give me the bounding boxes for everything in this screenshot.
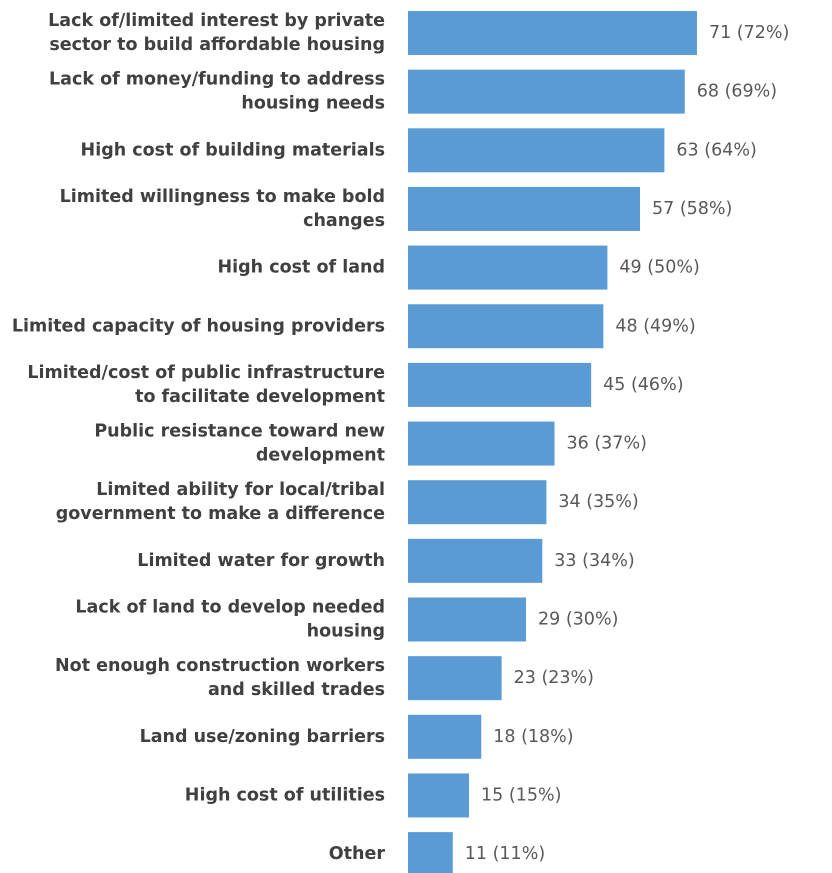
category-label-2-line-2: housing needs xyxy=(241,94,385,114)
category-label-4-line-2: changes xyxy=(303,211,385,231)
category-label-2-line-1: Lack of money/funding to address xyxy=(49,70,385,90)
value-label-11: 29 (30%) xyxy=(538,610,618,630)
category-label-6-line-1: Limited capacity of housing providers xyxy=(12,316,385,336)
bar-7 xyxy=(408,362,592,407)
category-label-9-line-2: government to make a difference xyxy=(56,504,385,524)
value-label-2: 68 (69%) xyxy=(697,82,777,102)
bar-6 xyxy=(408,304,604,349)
category-label-11-line-1: Lack of land to develop needed xyxy=(75,598,385,618)
value-label-4: 57 (58%) xyxy=(652,199,732,219)
category-label-3-line-1: High cost of building materials xyxy=(81,140,385,160)
bar-13 xyxy=(408,714,482,759)
value-label-15: 11 (11%) xyxy=(465,844,545,864)
bar-8 xyxy=(408,421,555,466)
value-label-13: 18 (18%) xyxy=(493,727,573,747)
bar-14 xyxy=(408,773,470,818)
category-label-7-line-2: to facilitate development xyxy=(135,387,385,407)
bar-1 xyxy=(408,11,697,55)
bar-12 xyxy=(408,656,502,701)
bar-3 xyxy=(408,128,665,173)
bar-10 xyxy=(408,538,543,583)
category-label-11-line-2: housing xyxy=(307,622,385,642)
value-label-3: 63 (64%) xyxy=(676,140,756,160)
category-label-13-line-1: Land use/zoning barriers xyxy=(140,727,385,747)
category-label-1-line-1: Lack of/limited interest by private xyxy=(48,11,385,31)
category-label-10-line-1: Limited water for growth xyxy=(137,551,385,571)
bar-9 xyxy=(408,480,547,525)
category-label-12-line-1: Not enough construction workers xyxy=(55,656,385,676)
category-label-1-line-2: sector to build affordable housing xyxy=(49,35,385,55)
value-label-7: 45 (46%) xyxy=(603,375,683,395)
category-label-4-line-1: Limited willingness to make bold xyxy=(60,187,385,207)
value-label-10: 33 (34%) xyxy=(554,551,634,571)
category-label-14-line-1: High cost of utilities xyxy=(185,785,385,805)
value-label-6: 48 (49%) xyxy=(615,316,695,336)
category-label-8-line-2: development xyxy=(256,446,385,466)
category-label-12-line-2: and skilled trades xyxy=(208,680,385,700)
value-label-5: 49 (50%) xyxy=(619,258,699,278)
category-label-7-line-1: Limited/cost of public infrastructure xyxy=(27,363,385,383)
value-label-12: 23 (23%) xyxy=(514,668,594,688)
category-label-9-line-1: Limited ability for local/tribal xyxy=(96,480,385,500)
bar-15 xyxy=(408,832,453,873)
bar-11 xyxy=(408,597,527,642)
bar-5 xyxy=(408,245,608,290)
category-label-15-line-1: Other xyxy=(329,844,386,864)
value-label-1: 71 (72%) xyxy=(709,23,789,43)
value-label-8: 36 (37%) xyxy=(567,434,647,454)
value-label-14: 15 (15%) xyxy=(481,785,561,805)
bar-4 xyxy=(408,186,640,231)
category-label-8-line-1: Public resistance toward new xyxy=(94,422,385,442)
bar-2 xyxy=(408,69,685,114)
category-label-5-line-1: High cost of land xyxy=(217,258,385,278)
value-label-9: 34 (35%) xyxy=(558,492,638,512)
